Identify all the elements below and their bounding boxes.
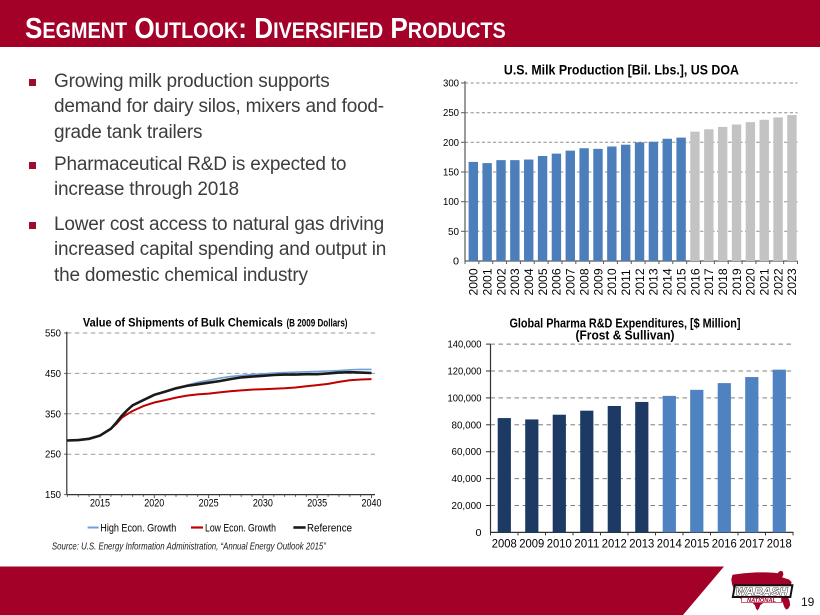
svg-text:2009: 2009: [519, 537, 544, 551]
svg-text:2017: 2017: [702, 268, 716, 295]
svg-text:550: 550: [45, 328, 61, 340]
svg-text:2013: 2013: [647, 268, 661, 295]
svg-text:2017: 2017: [739, 537, 764, 551]
svg-text:50: 50: [448, 226, 459, 238]
svg-text:Value of Shipments of Bulk Che: Value of Shipments of Bulk Chemicals: [83, 316, 283, 330]
svg-text:2006: 2006: [550, 268, 564, 295]
svg-text:120,000: 120,000: [448, 366, 482, 378]
svg-text:150: 150: [443, 167, 459, 179]
svg-text:2019: 2019: [730, 268, 744, 295]
svg-text:2010: 2010: [547, 537, 572, 551]
svg-text:2025: 2025: [199, 498, 219, 510]
svg-text:2013: 2013: [629, 537, 654, 551]
svg-text:2000: 2000: [467, 268, 481, 295]
svg-text:U.S. Milk Production [Bil. Lbs: U.S. Milk Production [Bil. Lbs.], US DOA: [504, 62, 739, 78]
svg-text:2018: 2018: [767, 537, 792, 551]
svg-text:450: 450: [45, 368, 61, 380]
svg-text:0: 0: [453, 256, 459, 268]
svg-text:250: 250: [45, 449, 61, 461]
svg-text:2010: 2010: [605, 268, 619, 295]
svg-text:2016: 2016: [712, 537, 737, 551]
svg-text:140,000: 140,000: [448, 339, 482, 351]
svg-text:100,000: 100,000: [448, 392, 482, 404]
svg-text:WABASH: WABASH: [736, 586, 789, 598]
svg-text:2011: 2011: [619, 269, 633, 295]
svg-text:2016: 2016: [688, 268, 702, 295]
svg-text:2018: 2018: [716, 268, 730, 295]
svg-text:80,000: 80,000: [452, 419, 482, 431]
svg-text:(Frost & Sullivan): (Frost & Sullivan): [576, 328, 675, 343]
svg-text:Source: U.S. Energy Informatio: Source: U.S. Energy Information Administ…: [52, 542, 327, 553]
svg-text:40,000: 40,000: [452, 473, 482, 485]
svg-text:2012: 2012: [633, 268, 647, 295]
svg-text:2001: 2001: [480, 268, 494, 295]
svg-text:2014: 2014: [661, 268, 675, 295]
svg-text:2009: 2009: [591, 268, 605, 295]
svg-text:350: 350: [45, 408, 61, 420]
svg-text:2008: 2008: [492, 537, 517, 551]
svg-text:2040: 2040: [362, 498, 382, 510]
svg-text:150: 150: [45, 489, 61, 501]
svg-text:2002: 2002: [494, 268, 508, 295]
svg-text:2005: 2005: [536, 268, 550, 295]
svg-text:2014: 2014: [657, 537, 682, 551]
svg-text:NATIONAL: NATIONAL: [747, 598, 776, 604]
svg-text:2003: 2003: [508, 268, 522, 295]
svg-text:2030: 2030: [253, 498, 273, 510]
svg-text:60,000: 60,000: [452, 446, 482, 458]
svg-text:2021: 2021: [758, 268, 772, 295]
svg-text:100: 100: [443, 196, 459, 208]
svg-text:2020: 2020: [744, 268, 758, 295]
svg-text:2015: 2015: [674, 268, 688, 295]
svg-text:0: 0: [476, 527, 482, 539]
svg-text:2015: 2015: [90, 498, 110, 510]
svg-text:2007: 2007: [564, 268, 578, 295]
svg-text:(B 2009 Dollars): (B 2009 Dollars): [287, 318, 348, 330]
svg-text:2004: 2004: [522, 268, 536, 295]
svg-text:300: 300: [443, 78, 459, 90]
svg-text:Low Econ. Growth: Low Econ. Growth: [205, 522, 276, 534]
svg-text:200: 200: [443, 137, 459, 149]
svg-text:20,000: 20,000: [452, 500, 482, 512]
svg-text:2023: 2023: [785, 268, 799, 295]
svg-text:2012: 2012: [602, 537, 627, 551]
svg-text:250: 250: [443, 107, 459, 119]
svg-text:2011: 2011: [574, 537, 599, 551]
svg-text:2022: 2022: [771, 268, 785, 295]
svg-text:High Econ. Growth: High Econ. Growth: [100, 522, 176, 534]
svg-text:Reference: Reference: [307, 522, 352, 534]
svg-text:2020: 2020: [144, 498, 164, 510]
svg-text:Global Pharma R&D Expenditures: Global Pharma R&D Expenditures, [$ Milli…: [510, 316, 741, 331]
svg-text:2015: 2015: [684, 537, 709, 551]
svg-text:2008: 2008: [577, 268, 591, 295]
svg-text:2035: 2035: [307, 498, 327, 510]
